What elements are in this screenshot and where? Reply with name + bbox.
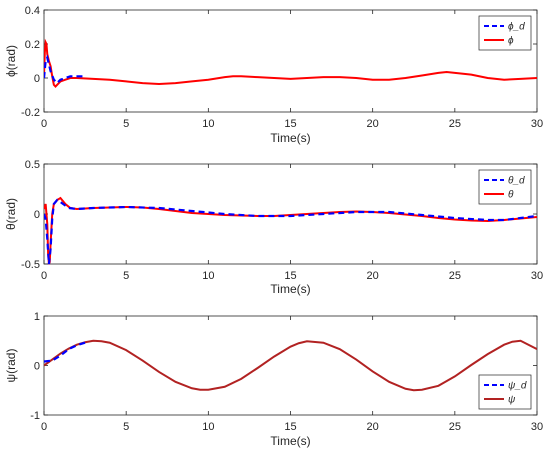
psi-xtick-label: 20 — [367, 421, 379, 433]
phi-legend-label: ϕ_d — [508, 22, 525, 33]
psi-ytick-label: -1 — [30, 410, 40, 422]
psi-xtick-label: 10 — [202, 421, 214, 433]
psi-xtick-label: 30 — [531, 421, 543, 433]
theta-xtick-label: 10 — [202, 270, 214, 282]
psi-xtick-label: 15 — [284, 421, 296, 433]
theta-ytick-label: 0 — [34, 209, 40, 221]
psi-ytick-label: 1 — [34, 311, 40, 323]
theta-xlabel: Time(s) — [270, 282, 310, 296]
theta-xtick-label: 25 — [449, 270, 461, 282]
phi-ytick-label: 0.2 — [25, 39, 40, 51]
phi-ytick-label: 0 — [34, 73, 40, 85]
phi-xtick-label: 15 — [284, 118, 296, 130]
psi-xtick-label: 0 — [41, 421, 47, 433]
phi-legend-label: ϕ — [508, 36, 514, 47]
psi-xtick-label: 5 — [123, 421, 129, 433]
theta-series-reference — [44, 198, 537, 265]
psi-ylabel: ψ(rad) — [4, 349, 18, 383]
theta-ytick-label: 0.5 — [25, 159, 40, 171]
phi-ytick-label: 0.4 — [25, 5, 40, 17]
phi-xtick-label: 20 — [367, 118, 379, 130]
theta-ylabel: θ(rad) — [4, 198, 18, 230]
phi-xtick-label: 10 — [202, 118, 214, 130]
theta-xtick-label: 30 — [531, 270, 543, 282]
theta-xtick-label: 15 — [284, 270, 296, 282]
phi-ylabel: ϕ(rad) — [4, 45, 18, 77]
theta-legend-label: θ — [508, 190, 514, 201]
psi-axes-box — [43, 315, 538, 416]
phi-xtick-label: 0 — [41, 118, 47, 130]
theta-legend: θ_d θ — [478, 169, 532, 205]
psi-series-reference — [44, 341, 86, 363]
theta-xtick-label: 0 — [41, 270, 47, 282]
phi-legend-box — [478, 15, 532, 51]
theta-ytick-label: -0.5 — [21, 259, 40, 271]
phi-xtick-label: 25 — [449, 118, 461, 130]
phi-axes-box — [43, 9, 538, 113]
psi-ytick-label: 0 — [34, 361, 40, 373]
phi-ytick-label: -0.2 — [21, 107, 40, 119]
psi-xlabel: Time(s) — [270, 434, 310, 448]
phi-xtick-label: 30 — [531, 118, 543, 130]
phi-xtick-label: 5 — [123, 118, 129, 130]
psi-legend: ψ_d ψ — [478, 374, 532, 410]
theta-xtick-label: 20 — [367, 270, 379, 282]
psi-xtick-label: 25 — [449, 421, 461, 433]
theta-legend-box — [478, 169, 532, 205]
psi-series-actual — [44, 339, 537, 392]
phi-xlabel: Time(s) — [270, 131, 310, 145]
phi-series-reference — [44, 54, 86, 85]
phi-legend: ϕ_d ϕ — [478, 15, 532, 51]
psi-legend-box — [478, 374, 532, 410]
theta-xtick-label: 5 — [123, 270, 129, 282]
psi-legend-label: ψ_d — [508, 381, 527, 392]
psi-legend-label: ψ — [508, 395, 516, 406]
theta-legend-label: θ_d — [508, 176, 525, 187]
